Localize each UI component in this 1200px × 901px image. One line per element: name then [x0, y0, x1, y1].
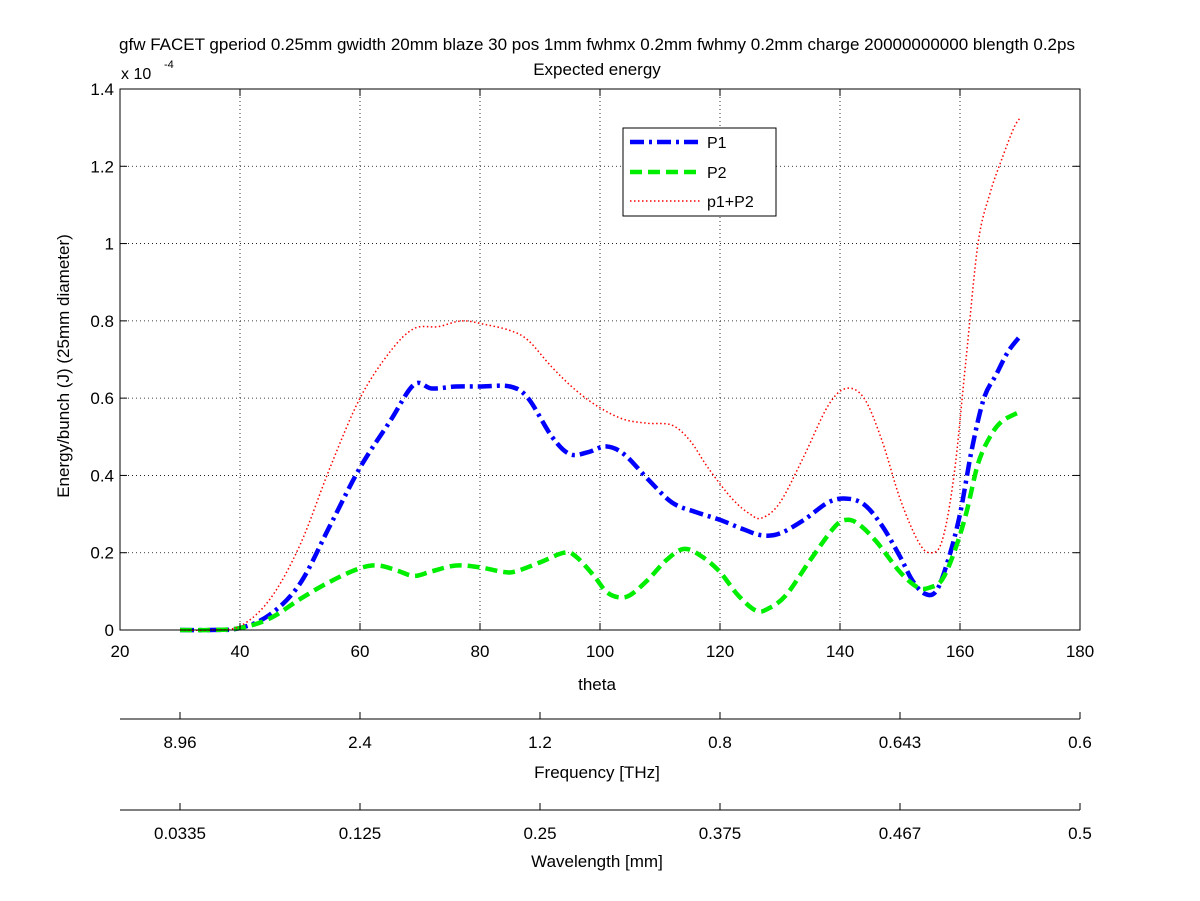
y-exponent-label: x 10 -4 [121, 59, 174, 83]
wavelength-axis-label: Wavelength [mm] [531, 852, 663, 871]
x-tick-label: 20 [111, 642, 130, 661]
x-tick-label: 140 [826, 642, 854, 661]
y-axis-label: Energy/bunch (J) (25mm diameter) [54, 234, 73, 498]
wavelength-tick-label: 0.375 [699, 824, 742, 843]
wavelength-tick-label: 0.25 [523, 824, 556, 843]
chart-title: gfw FACET gperiod 0.25mm gwidth 20mm bla… [119, 35, 1075, 54]
wavelength-tick-label: 0.467 [879, 824, 922, 843]
y-tick-label: 0.6 [90, 389, 114, 408]
series-line-2 [179, 409, 1022, 633]
y-tick-label: 1 [105, 235, 114, 254]
wavelength-tick-label: 0.5 [1068, 824, 1092, 843]
legend-label-p1: P1 [707, 135, 727, 152]
grid-lines [120, 89, 1080, 630]
y-tick-label: 0.2 [90, 544, 114, 563]
frequency-axis: 8.96 2.4 1.2 0.8 0.643 0.6 Frequency [THz] [120, 712, 1092, 782]
chart-subtitle: Expected energy [533, 60, 661, 79]
x-tick-label: 60 [351, 642, 370, 661]
frequency-tick-label: 0.6 [1068, 733, 1092, 752]
frequency-tick-label: 0.643 [879, 733, 922, 752]
x-tick-label: 100 [586, 642, 614, 661]
wavelength-tick-label: 0.125 [339, 824, 382, 843]
y-tick-label: 1.2 [90, 157, 114, 176]
x-tick-label: 120 [706, 642, 734, 661]
wavelength-axis-ticks: 0.0335 0.125 0.25 0.375 0.467 0.5 [154, 803, 1092, 843]
y-tick-label: 0 [105, 621, 114, 640]
frequency-tick-label: 0.8 [708, 733, 732, 752]
frequency-axis-ticks: 8.96 2.4 1.2 0.8 0.643 0.6 [163, 712, 1092, 752]
axis-ticks: 20 40 60 80 100 120 140 160 180 0 0.2 0.4 0.6 0.8 1 1.2… [90, 80, 1094, 661]
x-axis-label: theta [578, 675, 616, 694]
series-line-3 [179, 117, 1021, 632]
legend: P1 P2 p1+P2 [622, 127, 777, 217]
y-tick-label: 0.4 [90, 466, 114, 485]
series-lines [179, 117, 1022, 633]
x-tick-label: 160 [946, 642, 974, 661]
legend-label-p2: P2 [707, 165, 727, 182]
wavelength-axis: 0.0335 0.125 0.25 0.375 0.467 0.5 Wavelength … [120, 803, 1092, 871]
x-tick-label: 40 [231, 642, 250, 661]
x-tick-label: 180 [1066, 642, 1094, 661]
wavelength-tick-label: 0.0335 [154, 824, 206, 843]
frequency-axis-label: Frequency [THz] [534, 763, 660, 782]
series-line-1 [179, 334, 1022, 633]
frequency-tick-label: 8.96 [163, 733, 196, 752]
legend-label-sum: p1+P2 [707, 194, 754, 211]
y-exponent-base: x 10 [121, 66, 151, 83]
frequency-tick-label: 2.4 [348, 733, 372, 752]
y-tick-label: 0.8 [90, 312, 114, 331]
plot-area-border [119, 88, 1081, 631]
y-exponent-power: -4 [164, 59, 174, 71]
y-tick-label: 1.4 [90, 80, 114, 99]
frequency-tick-label: 1.2 [528, 733, 552, 752]
x-tick-label: 80 [471, 642, 490, 661]
